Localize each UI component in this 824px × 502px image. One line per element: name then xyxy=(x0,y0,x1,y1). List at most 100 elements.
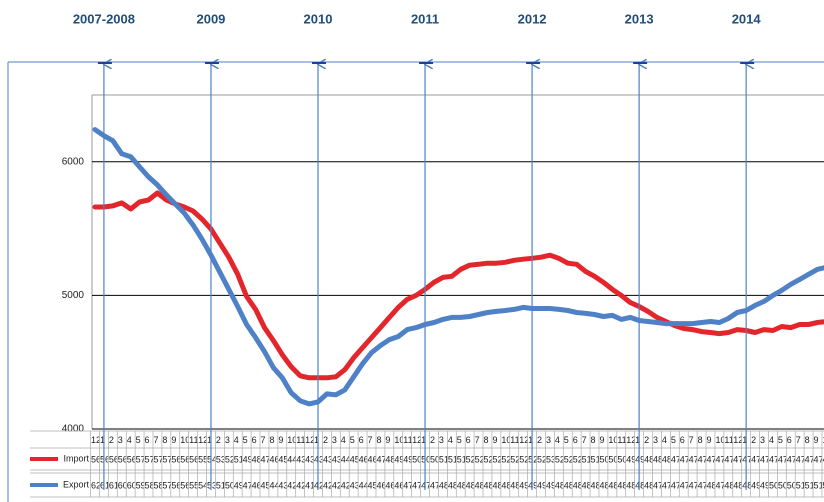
month-label: 2 xyxy=(751,435,756,445)
table-value: 5714 xyxy=(145,454,165,464)
table-value: 4797 xyxy=(814,454,824,464)
table-cell: 4992 xyxy=(243,454,263,464)
table-value: 4579 xyxy=(261,480,281,490)
table-cell: 3 xyxy=(760,435,765,445)
table-cell: 4556 xyxy=(278,454,286,464)
table-value: 4722 xyxy=(751,454,771,464)
table-value: 4722 xyxy=(707,454,727,464)
month-label: 7 xyxy=(582,435,587,445)
table-value: 4782 xyxy=(805,454,824,464)
table-cell: 12 xyxy=(305,435,313,445)
table-cell: 4895 xyxy=(555,480,563,490)
month-label: 9 xyxy=(385,435,390,445)
month-label: 6 xyxy=(145,435,150,445)
table-cell: 4805 xyxy=(707,480,715,490)
table-cell: 4835 xyxy=(457,480,477,490)
table-value: 6038 xyxy=(127,480,147,490)
table-cell: 5158 xyxy=(805,480,813,490)
table-value: 4835 xyxy=(448,480,468,490)
month-label: 8 xyxy=(269,435,274,445)
table-value: 4872 xyxy=(484,480,504,490)
table-cell: 5263 xyxy=(510,454,518,464)
table-cell: 4880 xyxy=(644,454,652,464)
table-cell: 4662 xyxy=(269,454,277,464)
year-label: 2013 xyxy=(625,11,654,26)
table-value: 4759 xyxy=(787,454,807,464)
table-value: 4865 xyxy=(582,480,602,490)
table-cell: 5000 xyxy=(617,454,625,464)
table-value: 4992 xyxy=(243,454,263,464)
table-cell: 6 xyxy=(359,435,364,445)
table-cell: 5767 xyxy=(153,454,161,464)
table-value: 4759 xyxy=(261,454,281,464)
table-cell: 3 xyxy=(118,435,123,445)
table-cell: 4684 xyxy=(252,480,260,490)
month-label: 5 xyxy=(457,435,462,445)
table-cell: 4211 xyxy=(296,480,304,490)
table-cell: 5670 xyxy=(109,454,117,464)
table-cell: 5158 xyxy=(234,454,242,464)
table-cell: 4850 xyxy=(608,480,616,490)
table-cell: 4880 xyxy=(492,480,500,490)
year-label: 2010 xyxy=(304,11,333,26)
table-cell: 5526 xyxy=(189,480,197,490)
table-cell: 4955 xyxy=(760,480,780,490)
table-value: 5684 xyxy=(171,454,191,464)
month-label: 10 xyxy=(394,435,404,445)
table-cell: 11 xyxy=(724,435,732,445)
table-value: 4955 xyxy=(760,480,780,490)
table-cell: 4744 xyxy=(403,480,423,490)
month-label: 3 xyxy=(332,435,337,445)
table-value: 4842 xyxy=(599,480,619,490)
table-value: 4902 xyxy=(537,480,557,490)
table-cell: 11 xyxy=(403,435,411,445)
table-cell: 3 xyxy=(439,435,444,445)
table-cell: 5098 xyxy=(599,454,607,464)
table-cell: 3 xyxy=(653,435,658,445)
month-label: 8 xyxy=(698,435,703,445)
table-cell: 5045 xyxy=(608,454,616,464)
table-cell: 4391 xyxy=(350,480,358,490)
table-cell: 4789 xyxy=(680,480,688,490)
month-label: 4 xyxy=(234,435,239,445)
table-cell: 4752 xyxy=(680,454,688,464)
table-cell: 1 xyxy=(742,435,747,445)
table-value: 4466 xyxy=(287,454,307,464)
table-value: 5632 xyxy=(189,454,209,464)
table-value: 4797 xyxy=(715,480,735,490)
table-cell: 5135 xyxy=(439,454,447,464)
table-value: 4383 xyxy=(278,480,298,490)
legend-label: Export xyxy=(63,479,90,489)
table-cell: 4 xyxy=(448,435,453,445)
table-cell: 7 xyxy=(475,435,480,445)
table-value: 4857 xyxy=(475,480,495,490)
table-value: 4782 xyxy=(243,480,263,490)
month-label: 10 xyxy=(287,435,297,445)
month-label: 3 xyxy=(546,435,551,445)
table-value: 4722 xyxy=(724,454,744,464)
table-cell: 5180 xyxy=(582,454,590,464)
table-value: 4835 xyxy=(457,480,477,490)
table-value: 5098 xyxy=(430,454,450,464)
table-cell: 3 xyxy=(332,435,337,445)
table-cell: 4835 xyxy=(385,454,393,464)
month-label: 1 xyxy=(314,435,319,445)
table-value: 4737 xyxy=(769,454,789,464)
table-cell: 4917 xyxy=(234,480,242,490)
table-cell: 4842 xyxy=(599,480,619,490)
table-cell: 4722 xyxy=(724,454,744,464)
table-cell: 5662 xyxy=(180,454,188,464)
table-value: 4887 xyxy=(501,480,521,490)
table-value: 4902 xyxy=(546,480,566,490)
table-cell: 9 xyxy=(814,435,819,445)
table-cell: 4872 xyxy=(573,480,581,490)
y-tick-label: 5000 xyxy=(62,290,85,301)
table-cell: 4820 xyxy=(617,480,625,490)
table-cell: 4263 xyxy=(323,480,331,490)
month-label: 12 xyxy=(412,435,422,445)
table-cell: 4782 xyxy=(796,454,804,464)
table-cell: 4271 xyxy=(287,480,295,490)
table-value: 4744 xyxy=(403,480,423,490)
table-cell: 4902 xyxy=(537,480,557,490)
table-cell: 4789 xyxy=(662,480,670,490)
